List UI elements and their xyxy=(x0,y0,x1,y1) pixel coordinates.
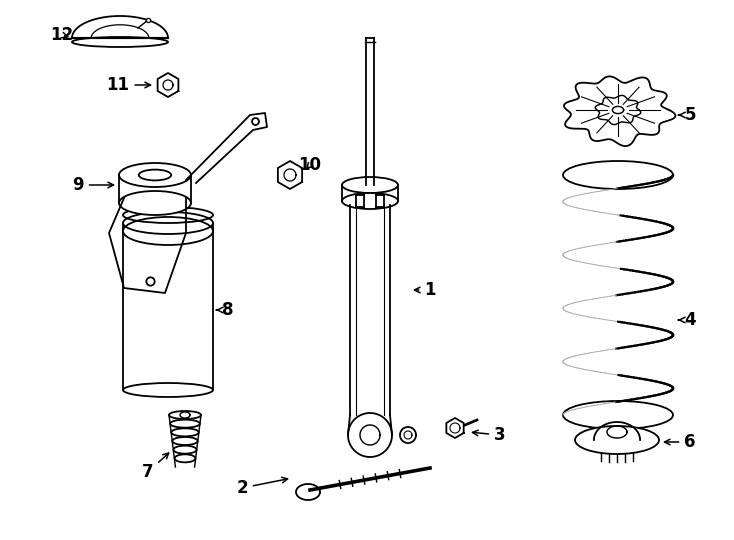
Text: 8: 8 xyxy=(217,301,233,319)
Ellipse shape xyxy=(563,161,673,189)
Text: 5: 5 xyxy=(679,106,696,124)
Text: 4: 4 xyxy=(678,311,696,329)
Ellipse shape xyxy=(563,401,673,429)
Ellipse shape xyxy=(575,426,659,454)
Text: 1: 1 xyxy=(415,281,436,299)
Ellipse shape xyxy=(139,170,171,180)
Ellipse shape xyxy=(342,193,398,209)
Text: 2: 2 xyxy=(236,477,288,497)
Ellipse shape xyxy=(119,163,191,187)
Text: 10: 10 xyxy=(299,156,321,174)
Ellipse shape xyxy=(170,420,200,428)
Text: 12: 12 xyxy=(51,26,73,44)
Text: 6: 6 xyxy=(664,433,696,451)
Ellipse shape xyxy=(171,428,199,436)
Ellipse shape xyxy=(342,177,398,193)
Ellipse shape xyxy=(123,383,213,397)
Text: 11: 11 xyxy=(106,76,150,94)
Ellipse shape xyxy=(169,411,201,419)
Ellipse shape xyxy=(172,437,197,445)
Text: 7: 7 xyxy=(142,453,169,481)
Ellipse shape xyxy=(173,446,197,454)
Ellipse shape xyxy=(175,454,195,462)
Ellipse shape xyxy=(119,191,191,215)
Text: 3: 3 xyxy=(473,426,506,444)
Text: 9: 9 xyxy=(72,176,114,194)
